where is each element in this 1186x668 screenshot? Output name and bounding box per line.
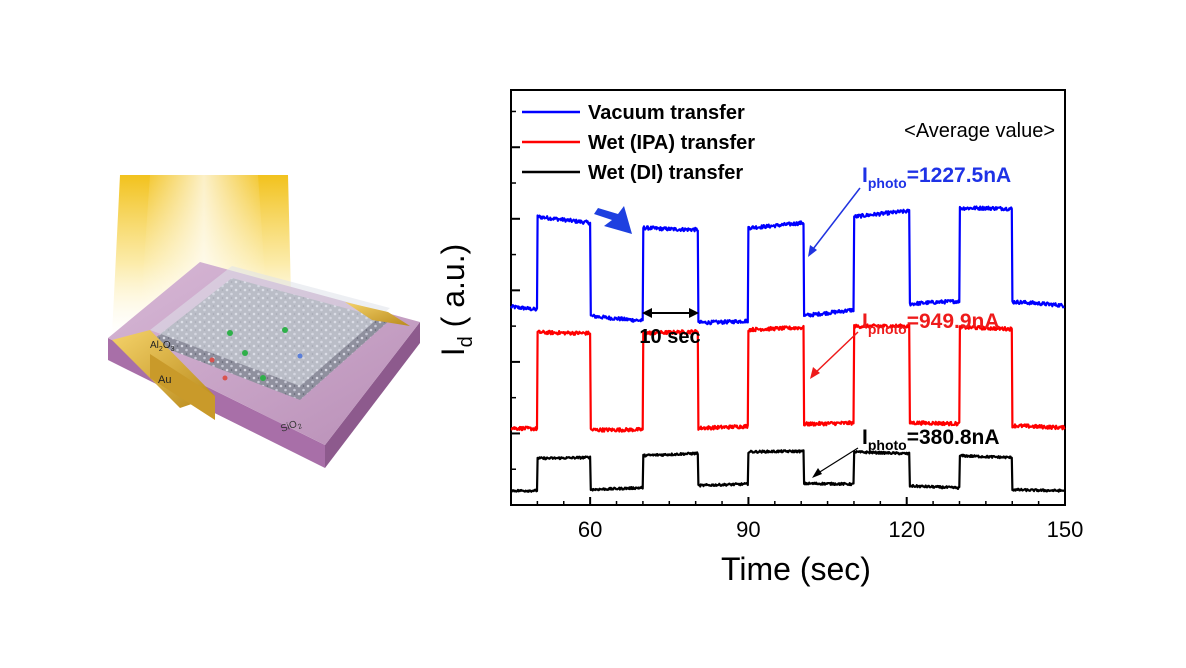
molecule-dot xyxy=(242,350,248,356)
series-line-0 xyxy=(510,205,1065,326)
x-ticks: 60 90 120 150 xyxy=(510,497,1084,542)
iphoto-ipa-label: Iphoto=949.9nA xyxy=(862,310,1000,337)
period-annotation: 10 sec xyxy=(639,308,701,348)
molecule-dot xyxy=(222,375,228,381)
photocurrent-chart: 60 90 120 150 Vacuum transfer Wet (IPA) tran… xyxy=(435,89,1084,587)
electrode-label: Au xyxy=(158,374,171,386)
legend: Vacuum transfer Wet (IPA) transfer Wet (DI… xyxy=(522,102,755,184)
molecule-dot xyxy=(297,353,303,359)
legend-label: Wet (IPA) transfer xyxy=(588,132,755,154)
molecule-dot xyxy=(282,327,288,333)
al2o3-layer xyxy=(150,266,390,386)
oxide-label: Al2O3 xyxy=(150,340,175,353)
iphoto-annotation-ipa: Iphoto=949.9nA xyxy=(810,310,1000,379)
molecule-dot xyxy=(260,375,266,381)
legend-label: Vacuum transfer xyxy=(588,102,745,124)
iphoto-leader-head-ipa xyxy=(810,367,820,379)
period-label: 10 sec xyxy=(639,326,700,348)
substrate-label: SiO2 xyxy=(279,417,303,436)
x-tick-label: 90 xyxy=(736,517,760,542)
x-axis-label: Time (sec) xyxy=(721,551,871,587)
iphoto-vacuum-label: Iphoto=1227.5nA xyxy=(862,164,1011,191)
period-arrowhead-left xyxy=(642,308,652,318)
pointer-arrow-icon xyxy=(594,206,632,234)
iphoto-annotation-vacuum: Iphoto=1227.5nA xyxy=(808,164,1011,257)
period-arrowhead-right xyxy=(689,308,699,318)
legend-label: Wet (DI) transfer xyxy=(588,162,743,184)
series-group xyxy=(510,205,1066,493)
substrate-right xyxy=(325,322,420,468)
y-axis-label: Id ( a.u.) xyxy=(435,244,477,356)
x-tick-label: 120 xyxy=(888,517,925,542)
series-line-1 xyxy=(510,323,1066,433)
iphoto-leader-head-vacuum xyxy=(808,245,817,257)
au-electrode-right xyxy=(345,302,410,326)
iphoto-di-label: Iphoto=380.8nA xyxy=(862,426,1000,453)
plot-frame xyxy=(510,89,1066,506)
iphoto-leader-head-di xyxy=(812,468,822,478)
y-ticks xyxy=(511,110,520,470)
molecule-dot xyxy=(209,357,215,363)
molecule-dot xyxy=(227,330,233,336)
iphoto-leader-vacuum xyxy=(809,187,861,254)
iphoto-leader-ipa xyxy=(812,331,859,376)
average-value-label: <Average value> xyxy=(904,120,1055,142)
iphoto-annotation-di: Iphoto=380.8nA xyxy=(812,426,1000,478)
x-tick-label: 150 xyxy=(1047,517,1084,542)
iphoto-leader-di xyxy=(814,447,859,476)
series-line-2 xyxy=(510,449,1066,493)
x-tick-label: 60 xyxy=(578,517,602,542)
au-electrode-left-front xyxy=(150,354,215,420)
device-illustration: Al2O3 Au SiO2 xyxy=(108,175,420,468)
